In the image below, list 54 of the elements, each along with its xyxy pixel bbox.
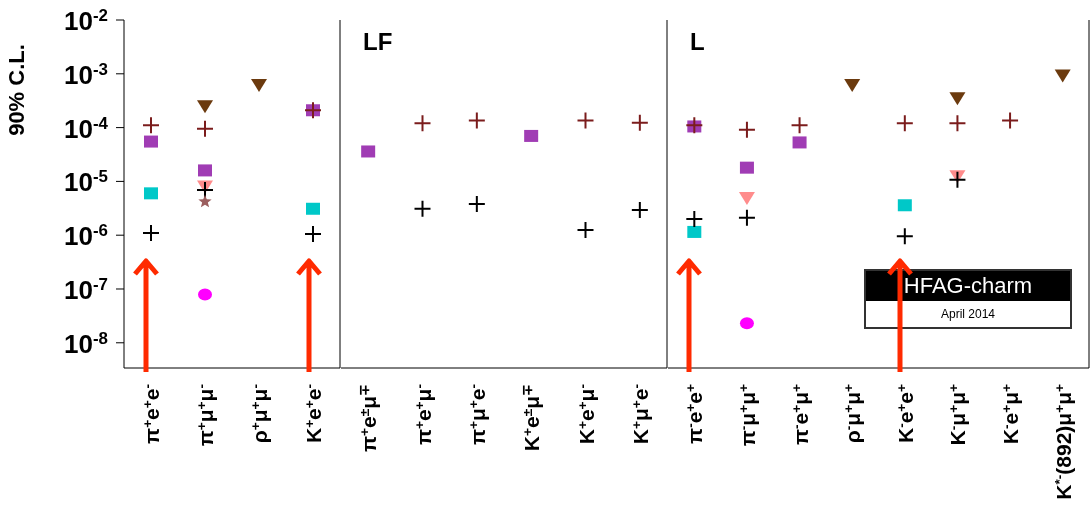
point	[738, 192, 755, 206]
point	[897, 199, 912, 212]
y-tick-label: 10$^{-8}$	[64, 328, 108, 359]
y-tick-label: 10$^{-3}$	[64, 59, 108, 90]
annotation: LF	[363, 28, 393, 56]
y-axis-title: 90% C.L.	[4, 44, 30, 136]
point	[630, 200, 649, 219]
annotation: L	[690, 28, 705, 56]
point	[949, 92, 966, 106]
point	[739, 161, 754, 174]
point	[895, 227, 914, 246]
point	[251, 78, 267, 92]
point	[198, 164, 212, 177]
y-tick-label: 10$^{-6}$	[64, 220, 108, 252]
point	[685, 210, 704, 228]
point	[687, 225, 702, 238]
point	[524, 129, 539, 142]
point	[630, 113, 649, 132]
point	[306, 202, 320, 215]
point	[198, 288, 212, 301]
caption-box: HFAG-charm April 2014	[864, 269, 1072, 329]
point	[1001, 111, 1020, 130]
point	[844, 78, 861, 92]
point	[142, 223, 160, 242]
point	[948, 114, 967, 133]
point	[948, 170, 967, 189]
point	[685, 116, 704, 135]
y-tick-label: 10$^{-5}$	[64, 166, 108, 198]
point	[361, 145, 376, 158]
point	[739, 317, 754, 330]
y-tick-label: 10$^{-2}$	[64, 5, 108, 36]
point	[1054, 69, 1071, 83]
point	[467, 195, 486, 213]
point	[576, 220, 595, 239]
point	[413, 199, 432, 218]
point	[895, 114, 914, 133]
point	[467, 111, 486, 130]
point	[142, 116, 160, 135]
point	[198, 194, 212, 208]
point	[792, 136, 807, 149]
point	[196, 119, 214, 138]
annotation: April 2014	[939, 306, 996, 323]
point	[790, 116, 809, 135]
point	[304, 225, 322, 244]
point	[737, 208, 756, 227]
point	[144, 187, 158, 200]
y-tick-label: 10$^{-4}$	[64, 113, 109, 144]
y-tick-label: 10$^{-7}$	[64, 274, 108, 305]
annotation: HFAG-charm	[866, 271, 1070, 301]
point	[413, 114, 432, 133]
point	[197, 100, 213, 114]
point	[144, 135, 158, 148]
point	[576, 111, 595, 130]
point	[737, 120, 756, 139]
